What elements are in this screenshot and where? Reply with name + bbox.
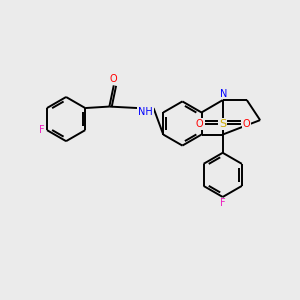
Text: F: F xyxy=(39,125,44,135)
Text: O: O xyxy=(195,119,203,129)
Text: F: F xyxy=(220,198,226,208)
Text: NH: NH xyxy=(138,106,153,117)
Text: S: S xyxy=(219,119,226,129)
Text: N: N xyxy=(220,88,227,99)
Text: O: O xyxy=(110,74,118,84)
Text: O: O xyxy=(242,119,250,129)
